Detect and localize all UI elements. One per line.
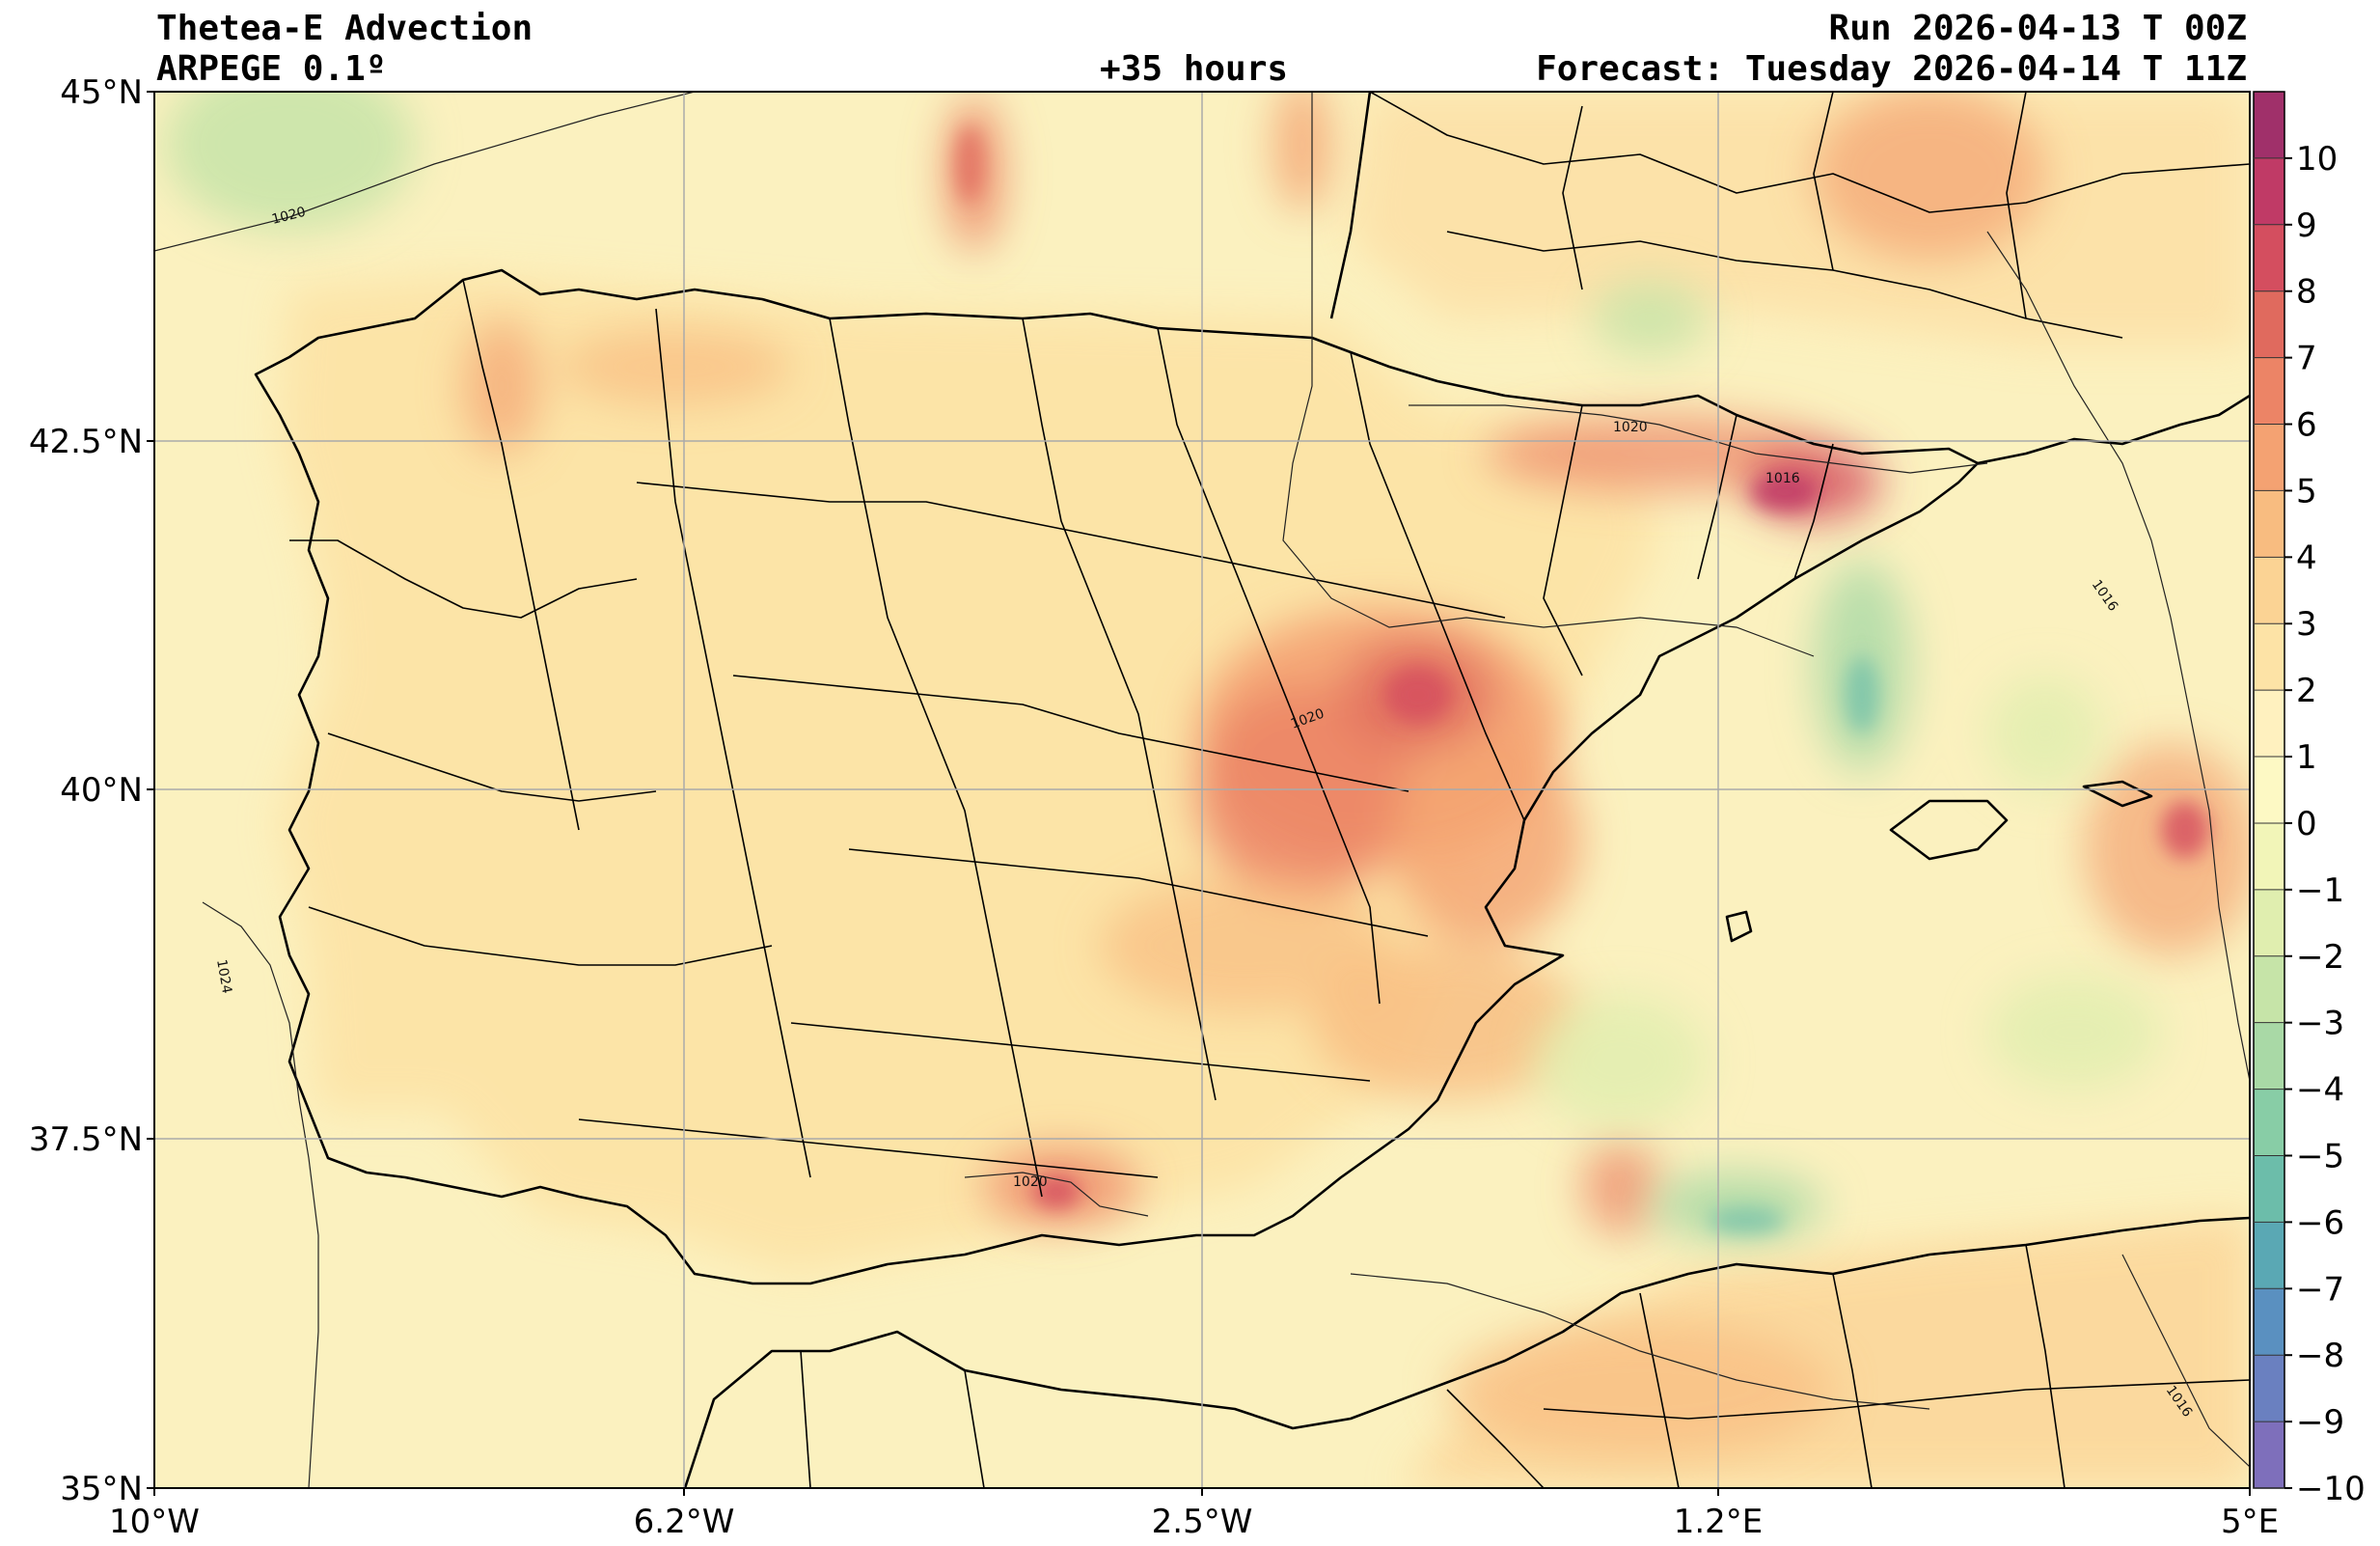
colorbar-label: 6 — [2296, 406, 2317, 445]
map-title: Thetea-E Advection — [156, 9, 533, 48]
gulf-of-lion-coastline — [1977, 394, 2250, 465]
colorbar-band — [2254, 1155, 2284, 1223]
lead-time: +35 hours — [1100, 49, 1289, 89]
isobar — [1282, 92, 1815, 657]
forecast-time: Forecast: Tuesday 2026-04-14 T 11Z — [1536, 49, 2247, 89]
lat-label: 42.5°N — [29, 423, 143, 461]
isobars — [154, 92, 2250, 1488]
colorbar-label: 0 — [2296, 805, 2317, 843]
colorbar-label: 2 — [2296, 672, 2317, 710]
colorbar-label: −9 — [2296, 1403, 2344, 1442]
longitude-labels: 10°W 6.2°W 2.5°W 1.2°E 5°E — [109, 1503, 2279, 1541]
lon-label: 1.2°E — [1674, 1503, 1764, 1541]
isobar — [1409, 404, 1988, 474]
colorbar-band — [2254, 557, 2284, 624]
lat-label: 37.5°N — [29, 1120, 143, 1159]
isobar-label: 1024 — [213, 958, 234, 995]
colorbar-label: −4 — [2296, 1071, 2344, 1110]
colorbar-label: −6 — [2296, 1203, 2344, 1242]
majorca-outline — [1889, 799, 2009, 861]
lat-label: 35°N — [60, 1470, 143, 1508]
minorca-outline — [2082, 780, 2153, 808]
colorbar-band — [2254, 757, 2284, 824]
isobar-label: 1020 — [1013, 1174, 1048, 1190]
coastlines — [254, 92, 2250, 1488]
colorbar-label: 8 — [2296, 273, 2317, 312]
colorbar-label: 5 — [2296, 472, 2317, 511]
lon-label: 6.2°W — [634, 1503, 735, 1541]
strong-cold-cores — [1708, 656, 1879, 1234]
colorbar-band — [2254, 1089, 2284, 1157]
colorbar-label: −1 — [2296, 871, 2344, 910]
graticule — [154, 92, 2250, 1488]
colorbar-band — [2254, 157, 2284, 226]
colorbar-label: 10 — [2296, 140, 2338, 179]
colorbar-label: −7 — [2296, 1270, 2344, 1309]
lat-label: 40°N — [60, 771, 143, 810]
isobar — [1350, 1273, 1930, 1410]
north-land-tint — [1351, 92, 2250, 347]
colorbar-label: 3 — [2296, 605, 2317, 644]
colorbar-label: −10 — [2296, 1470, 2366, 1508]
colorbar-band — [2254, 623, 2284, 691]
colorbar-label: −3 — [2296, 1005, 2344, 1043]
colorbar-band — [2254, 822, 2284, 891]
strong-advection-cores — [955, 125, 2209, 1209]
isobar — [202, 901, 319, 1488]
colorbar-band — [2254, 290, 2284, 359]
colorbar-band — [2254, 889, 2284, 957]
ibiza-outline — [1725, 910, 1753, 943]
map-plot-area: 1020 1020 1016 1020 1020 1016 1024 1016 — [154, 92, 2250, 1488]
model-name: ARPEGE 0.1º — [156, 49, 387, 89]
lon-label: 2.5°W — [1152, 1503, 1253, 1541]
lon-label: 5°E — [2221, 1503, 2279, 1541]
isobar — [2121, 1254, 2250, 1468]
colorbar-label: 9 — [2296, 207, 2317, 245]
admin-borders — [289, 92, 2250, 1488]
colorbar-label: 4 — [2296, 538, 2317, 577]
iberia-coastline — [254, 268, 1980, 1285]
isobar-label: 1016 — [1765, 471, 1800, 486]
colorbar-label: −5 — [2296, 1137, 2344, 1175]
lon-label: 10°W — [109, 1503, 200, 1541]
colorbar-label: −8 — [2296, 1337, 2344, 1375]
colorbar-label: 7 — [2296, 340, 2317, 378]
colorbar-label: −2 — [2296, 938, 2344, 977]
latitude-labels: 45°N 42.5°N 40°N 37.5°N 35°N — [29, 73, 143, 1508]
colorbar-band — [2254, 424, 2284, 492]
colorbar-band — [2254, 1222, 2284, 1289]
colorbar-band — [2254, 1422, 2284, 1489]
isobar — [1986, 231, 2250, 1082]
isobar — [154, 92, 696, 252]
colorbar-band — [2254, 1288, 2284, 1356]
isobar — [964, 1172, 1149, 1217]
colorbar-band — [2254, 490, 2284, 558]
isobar-label: 1020 — [1613, 420, 1648, 435]
colorbar-band — [2254, 1355, 2284, 1422]
colorbar-band — [2254, 955, 2284, 1024]
lat-label: 45°N — [60, 73, 143, 112]
france-coastline — [1329, 92, 1372, 319]
colorbar-band — [2254, 690, 2284, 758]
colorbar-band — [2254, 224, 2284, 292]
colorbar-band — [2254, 1022, 2284, 1090]
colorbar-band — [2254, 357, 2284, 426]
africa-coastline — [683, 1216, 2250, 1488]
run-time: Run 2026-04-13 T 00Z — [1828, 9, 2247, 48]
colorbar-label: 1 — [2296, 738, 2317, 777]
colorbar-band — [2254, 92, 2284, 159]
axis-ticks — [147, 91, 2251, 1496]
